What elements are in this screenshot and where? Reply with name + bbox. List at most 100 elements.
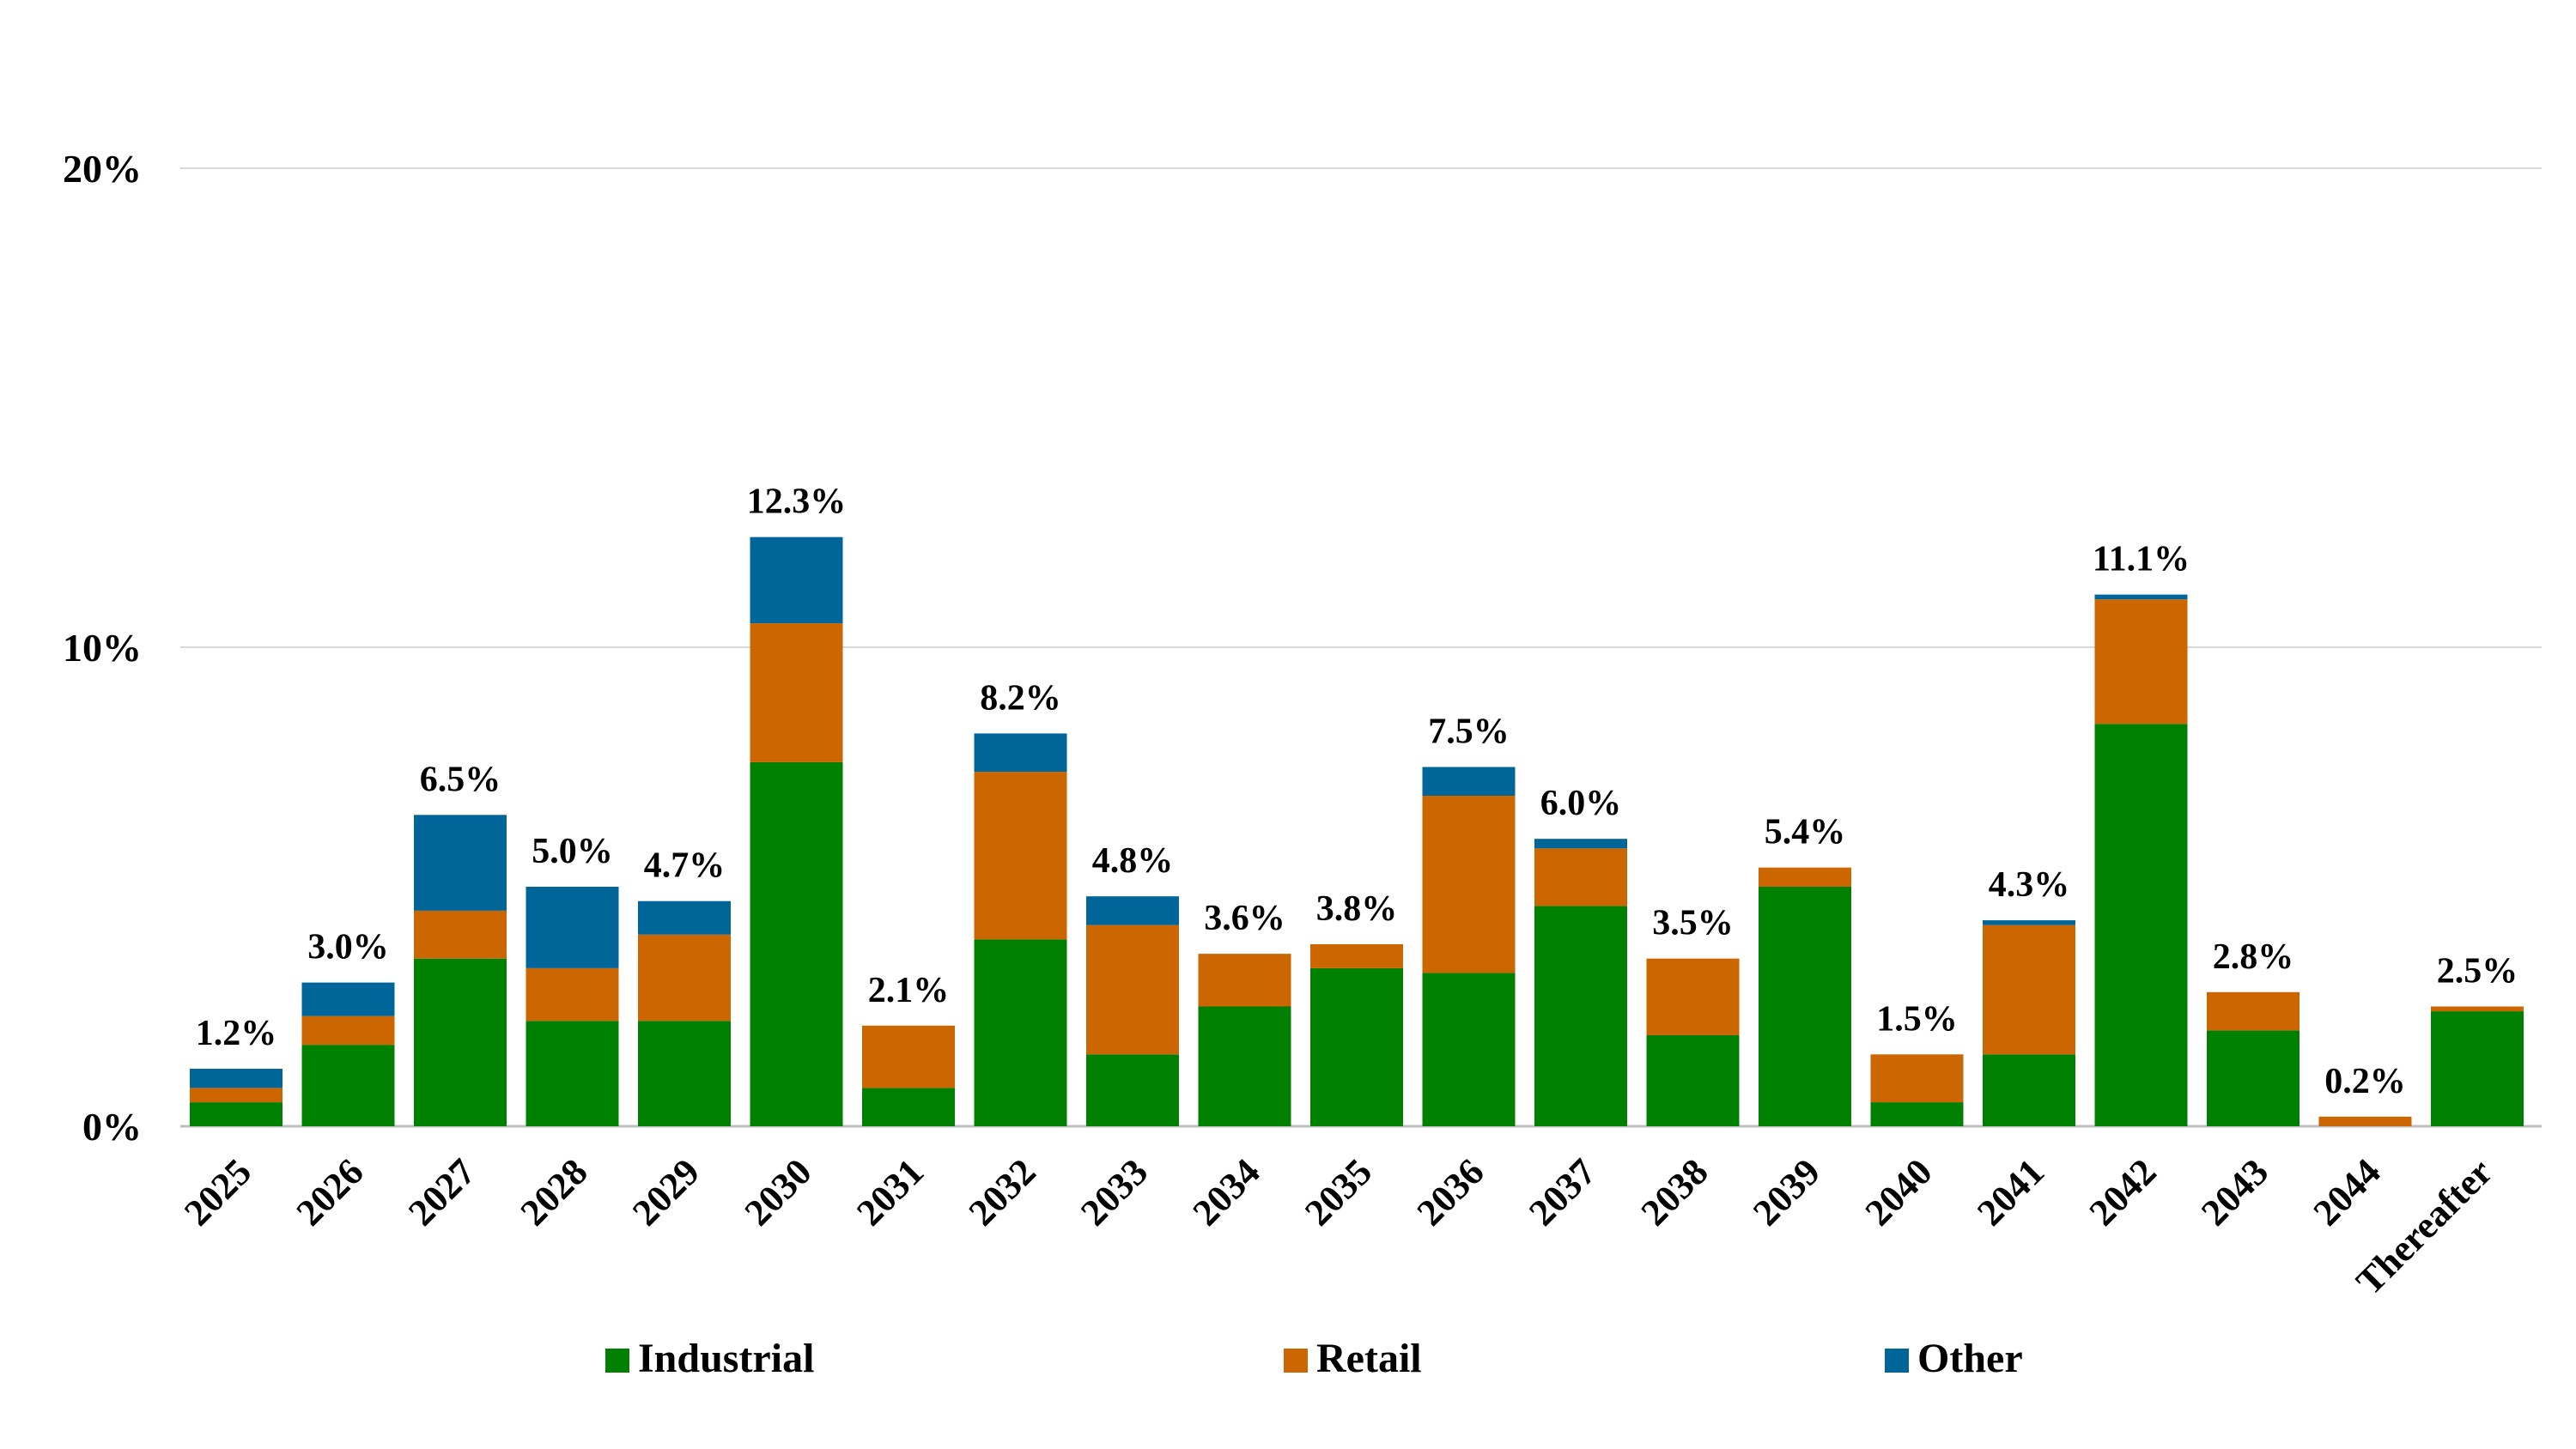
x-tick-label-2039: 2039 (1745, 1150, 1828, 1234)
y-axis: 0% 10% 20% (63, 147, 142, 1149)
total-label-2025: 1.2% (196, 1014, 277, 1053)
x-tick-label-2037: 2037 (1521, 1150, 1604, 1234)
bar-industrial-2040 (1870, 1102, 1964, 1126)
bar-retail-2040 (1870, 1054, 1964, 1103)
bar-industrial-2027 (414, 958, 507, 1126)
x-tick-label-2025: 2025 (176, 1150, 259, 1234)
x-tick-label-2027: 2027 (400, 1150, 483, 1234)
total-label-2036: 7.5% (1428, 712, 1510, 752)
bar-industrial-thereafter (2431, 1011, 2524, 1126)
bar-retail-2027 (414, 910, 507, 959)
total-label-2038: 3.5% (1652, 904, 1734, 943)
total-label-2039: 5.4% (1765, 813, 1846, 852)
bar-industrial-2042 (2094, 724, 2188, 1126)
bar-industrial-2028 (526, 1021, 619, 1126)
legend-label-other: Other (1917, 1336, 2023, 1381)
legend-label-retail: Retail (1316, 1336, 1422, 1381)
x-tick-label-2041: 2041 (1969, 1150, 2052, 1234)
bar-industrial-2035 (1310, 967, 1403, 1126)
bar-retail-2044 (2318, 1116, 2412, 1126)
bar-industrial-2033 (1086, 1054, 1179, 1126)
bar-other-2036 (1422, 767, 1516, 796)
x-tick-label-2042: 2042 (2081, 1150, 2165, 1234)
total-label-thereafter: 2.5% (2437, 952, 2518, 991)
bar-industrial-2043 (2207, 1030, 2300, 1126)
x-tick-label-2034: 2034 (1185, 1150, 1268, 1234)
total-label-2044: 0.2% (2324, 1062, 2406, 1101)
bar-retail-2039 (1759, 867, 1851, 887)
bar-industrial-2038 (1646, 1034, 1740, 1126)
total-label-2041: 4.3% (1989, 865, 2070, 905)
bar-retail-2032 (974, 772, 1067, 940)
x-tick-label-2036: 2036 (1409, 1150, 1492, 1234)
bar-other-2042 (2094, 594, 2188, 600)
bar-industrial-2029 (638, 1021, 731, 1126)
bar-retail-2028 (526, 967, 619, 1022)
y-tick-label: 20% (63, 147, 142, 191)
bar-other-2030 (750, 537, 843, 624)
total-label-2031: 2.1% (868, 971, 950, 1010)
bar-other-2033 (1086, 896, 1179, 925)
bar-industrial-2030 (750, 761, 843, 1126)
total-label-2042: 11.1% (2093, 540, 2190, 579)
total-label-2028: 5.0% (532, 832, 613, 871)
x-tick-label-2032: 2032 (961, 1150, 1044, 1234)
total-labels: 1.2% 3.0% 6.5% 5.0% 4.7% 12.3% 2.1% 8.2% 4.8% 3.6… (196, 482, 2518, 1101)
x-tick-label-2040: 2040 (1857, 1150, 1941, 1234)
x-tick-label-2028: 2028 (513, 1150, 596, 1234)
bar-retail-2026 (301, 1016, 395, 1046)
bar-retail-2038 (1646, 958, 1740, 1035)
total-label-2029: 4.7% (644, 846, 726, 886)
bar-industrial-2026 (301, 1045, 395, 1126)
x-tick-label-2035: 2035 (1297, 1150, 1380, 1234)
bar-other-2029 (638, 900, 731, 935)
total-label-2043: 2.8% (2213, 937, 2294, 977)
x-tick-label-2033: 2033 (1072, 1150, 1156, 1234)
x-axis: 2025 2026 2027 2028 2029 2030 2031 2032 2033 2034… (176, 1150, 2500, 1302)
bar-retail-2042 (2094, 599, 2188, 724)
bar-other-2028 (526, 887, 619, 968)
bar-other-2041 (1983, 920, 2075, 925)
bar-retail-2030 (750, 623, 843, 762)
bar-industrial-2041 (1983, 1054, 2075, 1126)
y-tick-label: 10% (63, 626, 142, 670)
bar-retail-2037 (1534, 848, 1627, 906)
total-label-2040: 1.5% (1876, 999, 1958, 1039)
bar-other-2027 (414, 815, 507, 911)
bar-industrial-2036 (1422, 973, 1516, 1126)
bar-other-2032 (974, 733, 1067, 773)
x-tick-label-2026: 2026 (289, 1150, 372, 1234)
bar-industrial-2025 (190, 1102, 283, 1126)
bar-industrial-2034 (1198, 1006, 1291, 1126)
legend-swatch-retail (1284, 1349, 1308, 1373)
total-label-2026: 3.0% (307, 928, 389, 967)
total-label-2037: 6.0% (1540, 784, 1622, 823)
bar-other-2025 (190, 1069, 283, 1088)
bar-retail-2036 (1422, 795, 1516, 973)
legend-swatch-industrial (605, 1349, 629, 1373)
bar-retail-thereafter (2431, 1006, 2524, 1012)
x-tick-label-2030: 2030 (737, 1150, 820, 1234)
bar-retail-2043 (2207, 991, 2300, 1031)
bar-industrial-2032 (974, 939, 1067, 1126)
total-label-2027: 6.5% (420, 760, 501, 799)
x-tick-label-2031: 2031 (848, 1150, 932, 1234)
bar-retail-2041 (1983, 925, 2075, 1055)
bar-industrial-2039 (1759, 887, 1851, 1126)
total-label-2035: 3.8% (1316, 889, 1398, 929)
total-label-2033: 4.8% (1092, 841, 1174, 881)
bar-retail-2025 (190, 1088, 283, 1103)
bar-retail-2029 (638, 934, 731, 1022)
bar-retail-2033 (1086, 925, 1179, 1055)
total-label-2034: 3.6% (1204, 899, 1285, 938)
bars (190, 537, 2524, 1126)
total-label-2030: 12.3% (747, 482, 847, 522)
y-tick-label: 0% (82, 1105, 142, 1149)
bar-retail-2035 (1310, 943, 1403, 968)
x-tick-label-2029: 2029 (624, 1150, 708, 1234)
bar-other-2026 (301, 982, 395, 1016)
x-tick-label-2038: 2038 (1633, 1150, 1716, 1234)
x-tick-label-2043: 2043 (2193, 1150, 2276, 1234)
bar-industrial-2031 (862, 1088, 955, 1126)
